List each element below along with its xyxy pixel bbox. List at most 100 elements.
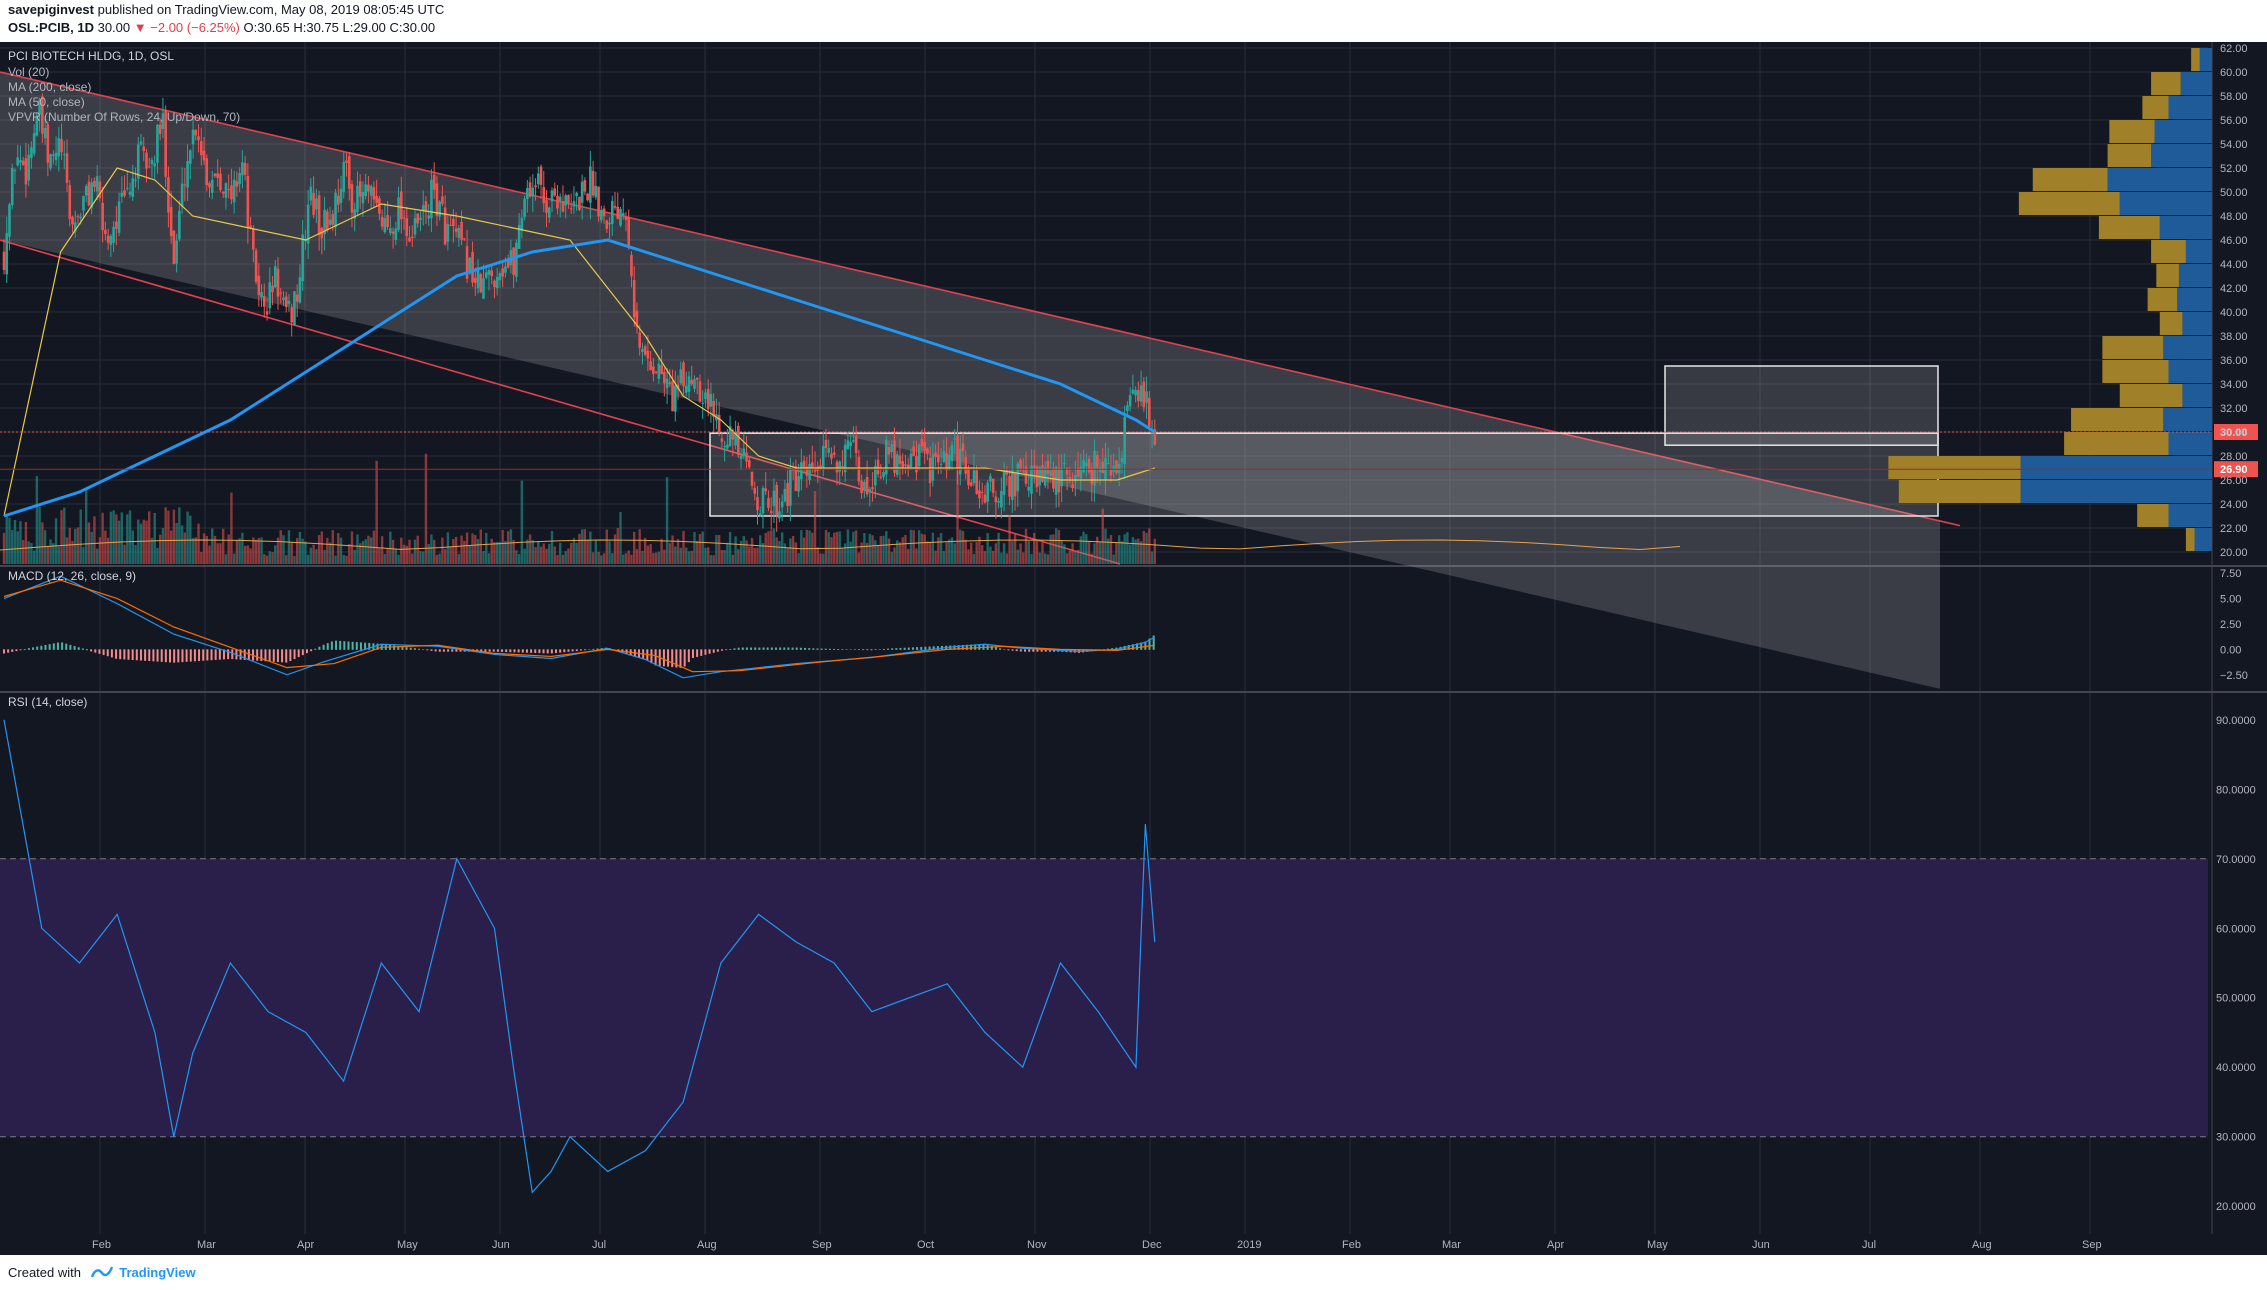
candle-body <box>745 452 748 462</box>
volume-bar <box>687 551 691 564</box>
candle-body <box>145 152 148 169</box>
candle-body <box>802 460 806 469</box>
vpvr-down-bar <box>2142 96 2169 119</box>
volume-bar <box>101 512 104 564</box>
author-link[interactable]: savepiginvest <box>8 2 94 17</box>
candle-body <box>449 224 452 226</box>
candle-body <box>1049 470 1052 476</box>
volume-bar <box>802 537 806 564</box>
macd-histogram-bar <box>559 649 562 653</box>
candle-body <box>131 178 135 197</box>
candle-body <box>191 129 195 145</box>
volume-bar <box>983 551 987 564</box>
volume-bar <box>986 533 989 564</box>
candle-body <box>915 456 918 473</box>
candle-body <box>1054 466 1058 495</box>
macd-histogram-bar <box>961 644 964 650</box>
macd-histogram-bar <box>69 644 72 650</box>
volume-bar <box>846 529 850 564</box>
volume-bar <box>915 548 918 564</box>
macd-histogram-bar <box>1115 647 1118 650</box>
macd-histogram-bar <box>754 647 757 650</box>
macd-histogram-bar <box>1131 644 1134 650</box>
candle-body <box>106 235 110 243</box>
macd-histogram-bar <box>932 646 935 650</box>
volume-bar <box>506 531 510 564</box>
volume-bar <box>293 555 296 564</box>
macd-histogram-bar <box>222 649 225 660</box>
candle-body <box>361 191 365 204</box>
candle-body <box>336 195 340 205</box>
candle-body <box>142 146 146 152</box>
candle-body <box>868 488 872 492</box>
candle-body <box>263 296 266 307</box>
candle-body <box>443 207 447 245</box>
candle-body <box>882 472 885 478</box>
candle-body <box>90 182 93 208</box>
macd-histogram-bar <box>916 647 919 650</box>
volume-bar <box>1038 552 1041 564</box>
volume-bar <box>224 554 228 564</box>
volume-bar <box>534 547 537 564</box>
candle-body <box>539 166 543 185</box>
candle-body <box>495 277 499 289</box>
volume-bar <box>126 514 129 564</box>
candle-body <box>65 153 69 183</box>
macd-histogram-bar <box>231 649 234 660</box>
macd-histogram-bar <box>812 648 815 650</box>
volume-bar <box>989 546 992 564</box>
candle-body <box>572 201 576 207</box>
price-tick: 56.00 <box>2220 115 2248 127</box>
tradingview-brand[interactable]: TradingView <box>119 1265 196 1280</box>
candle-body <box>879 476 883 478</box>
volume-bar <box>1137 538 1140 564</box>
candle-body <box>556 195 559 209</box>
macd-histogram-bar <box>11 649 14 652</box>
candle-body <box>756 497 759 511</box>
macd-histogram-bar <box>160 649 163 662</box>
candle-body <box>1079 466 1083 479</box>
candle-body <box>874 466 877 486</box>
volume-bar <box>498 541 502 564</box>
volume-bar <box>1057 529 1061 564</box>
macd-histogram-bar <box>779 647 782 650</box>
volume-bar <box>967 549 970 564</box>
candle-body <box>731 430 735 440</box>
candle-body <box>252 228 255 250</box>
time-axis-label: Aug <box>1972 1239 1992 1251</box>
volume-bar <box>613 534 617 564</box>
price-tick: 42.00 <box>2220 283 2248 295</box>
macd-histogram-bar <box>52 643 55 650</box>
candle-body <box>457 227 461 239</box>
macd-histogram-bar <box>189 649 192 662</box>
volume-bar <box>1139 541 1143 564</box>
chart-area[interactable]: 30.00 26.90 20.00 22.00 24.00 26.00 28.00 30.00… <box>0 42 2267 1255</box>
macd-histogram-bar <box>866 649 869 651</box>
candle-body <box>526 187 529 199</box>
macd-histogram-bar <box>102 649 105 656</box>
volume-bar <box>1115 542 1118 564</box>
candle-body <box>616 206 620 219</box>
macd-histogram-bar <box>741 647 744 650</box>
candle-body <box>95 176 99 192</box>
candle-body <box>597 186 600 217</box>
chart-canvas[interactable]: 30.00 26.90 20.00 22.00 24.00 26.00 28.00 30.00… <box>0 42 2267 1255</box>
candle-body <box>446 223 450 242</box>
macd-histogram-bar <box>359 642 362 650</box>
macd-histogram-bar <box>928 646 931 650</box>
candle-body <box>1109 469 1113 476</box>
volume-bar <box>422 551 425 564</box>
volume-bar <box>348 544 351 564</box>
macd-histogram-bar <box>19 649 22 651</box>
macd-histogram-bar <box>409 647 412 650</box>
candle-body <box>937 454 940 463</box>
volume-bar <box>186 511 189 564</box>
macd-histogram-bar <box>484 649 487 652</box>
candle-body <box>1153 429 1157 445</box>
volume-bar <box>668 543 672 564</box>
volume-bar <box>320 531 324 564</box>
candle-body <box>353 209 357 219</box>
volume-bar <box>257 538 261 564</box>
candle-body <box>482 278 485 299</box>
candle-body <box>317 195 321 235</box>
